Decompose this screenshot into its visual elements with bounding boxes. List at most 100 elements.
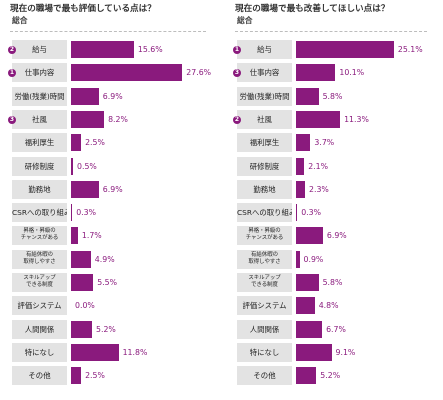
left-bar-row: 福利厚生 2.5% [0, 133, 222, 153]
left-bar-row: 特になし 11.8% [0, 343, 222, 363]
right-category-label: 研修制度 [237, 157, 292, 176]
left-rank-badge: 3 [8, 116, 16, 124]
right-bar-row: スキルアップ できる制度 5.8% [225, 273, 443, 293]
right-bar [296, 41, 394, 58]
right-separator [235, 31, 427, 32]
left-bar [71, 251, 91, 268]
right-category-label: 労働(残業)時間 [237, 87, 292, 106]
right-value-label: 0.9% [303, 255, 324, 264]
right-bar-row: 有給休暇の 取得しやすさ 0.9% [225, 250, 443, 270]
left-bar [71, 344, 119, 361]
right-value-label: 5.8% [322, 92, 343, 101]
left-chart-panel: 現在の職場で最も評価している点は？ 総合 給与 2 15.6% 仕事内容 1 27.6% 労… [0, 4, 222, 386]
left-bar-row: その他 2.5% [0, 366, 222, 386]
right-value-label: 5.2% [320, 371, 341, 380]
left-bar [71, 41, 134, 58]
left-value-label: 27.6% [186, 68, 212, 77]
left-value-label: 5.5% [97, 278, 117, 287]
right-chart-title: 現在の職場で最も改善してほしい点は？ [235, 4, 390, 14]
left-bar [71, 158, 73, 175]
right-value-label: 5.8% [322, 278, 343, 287]
right-bar-row: 仕事内容 3 10.1% [225, 63, 443, 83]
left-category-label: CSRへの取り組み [12, 203, 67, 222]
right-bar-row: 福利厚生 3.7% [225, 133, 443, 153]
right-bar-row: 労働(残業)時間 5.8% [225, 87, 443, 107]
right-bar [296, 251, 300, 268]
left-category-label: 勤務地 [12, 180, 67, 199]
left-bar [71, 227, 78, 244]
right-bar [296, 297, 315, 314]
left-value-label: 6.9% [102, 185, 123, 194]
right-bar-row: その他 5.2% [225, 366, 443, 386]
left-chart-title: 現在の職場で最も評価している点は？ [10, 4, 156, 14]
left-value-label: 11.8% [122, 348, 148, 357]
left-bar [71, 88, 99, 105]
right-value-label: 25.1% [397, 45, 423, 54]
right-rank-badge: 3 [233, 69, 241, 77]
left-value-label: 6.9% [102, 92, 123, 101]
right-category-label: 有給休暇の 取得しやすさ [237, 250, 292, 269]
right-category-label: 昇格・昇級の チャンスがある [237, 226, 292, 245]
left-category-label: 仕事内容 [12, 63, 67, 82]
right-bar-row: 給与 1 25.1% [225, 40, 443, 60]
left-bar [71, 321, 92, 338]
right-value-label: 6.7% [326, 325, 346, 334]
left-category-label: その他 [12, 366, 67, 385]
right-bar [296, 321, 323, 338]
right-bar [296, 111, 341, 128]
left-category-label: 有給休暇の 取得しやすさ [12, 250, 67, 269]
right-bar [296, 88, 319, 105]
right-value-label: 4.8% [318, 301, 339, 310]
right-category-label: その他 [237, 366, 292, 385]
left-value-label: 8.2% [108, 115, 128, 124]
left-bar [71, 367, 82, 384]
left-bar-row: 昇格・昇級の チャンスがある 1.7% [0, 226, 222, 246]
right-value-label: 11.3% [344, 115, 369, 124]
left-category-label: スキルアップ できる制度 [12, 273, 67, 292]
right-value-label: 6.9% [326, 231, 347, 240]
right-category-label: 特になし [237, 343, 292, 362]
left-category-label: 研修制度 [12, 157, 67, 176]
right-bar [296, 181, 305, 198]
left-bar-row: 仕事内容 1 27.6% [0, 63, 222, 83]
left-bar-row: 人間関係 5.2% [0, 320, 222, 340]
left-rank-badge: 1 [8, 69, 16, 77]
left-bar [71, 181, 99, 198]
right-category-label: 人間関係 [237, 320, 292, 339]
right-category-label: スキルアップ できる制度 [237, 273, 292, 292]
right-bar [296, 64, 336, 81]
left-category-label: 福利厚生 [12, 133, 67, 152]
right-bar [296, 134, 311, 151]
left-bar [71, 274, 94, 291]
left-value-label: 1.7% [81, 231, 102, 240]
left-category-label: 労働(残業)時間 [12, 87, 67, 106]
right-value-label: 10.1% [339, 68, 365, 77]
left-rank-badge: 2 [8, 46, 16, 54]
right-bar-row: 特になし 9.1% [225, 343, 443, 363]
left-value-label: 2.5% [85, 371, 105, 380]
right-category-label: 福利厚生 [237, 133, 292, 152]
left-value-label: 0.0% [75, 301, 95, 310]
left-bar [71, 204, 73, 221]
left-category-label: 特になし [12, 343, 67, 362]
right-bar [296, 158, 305, 175]
right-category-label: CSRへの取り組み [237, 203, 292, 222]
right-bar-row: 社風 2 11.3% [225, 110, 443, 130]
right-value-label: 9.1% [335, 348, 356, 357]
right-rank-badge: 2 [233, 116, 241, 124]
right-value-label: 2.1% [308, 162, 328, 171]
left-value-label: 5.2% [96, 325, 116, 334]
left-bar [71, 111, 105, 128]
left-bar-row: 給与 2 15.6% [0, 40, 222, 60]
right-bar-row: 人間関係 6.7% [225, 320, 443, 340]
right-bar [296, 344, 332, 361]
right-category-label: 給与 [237, 40, 292, 59]
left-category-label: 昇格・昇級の チャンスがある [12, 226, 67, 245]
right-value-label: 0.3% [301, 208, 321, 217]
right-bar-row: 研修制度 2.1% [225, 157, 443, 177]
left-chart-subtitle: 総合 [12, 16, 28, 25]
right-category-label: 評価システム [237, 296, 292, 315]
left-bar-row: 労働(残業)時間 6.9% [0, 87, 222, 107]
right-chart-subtitle: 総合 [237, 16, 253, 25]
right-category-label: 社風 [237, 110, 292, 129]
